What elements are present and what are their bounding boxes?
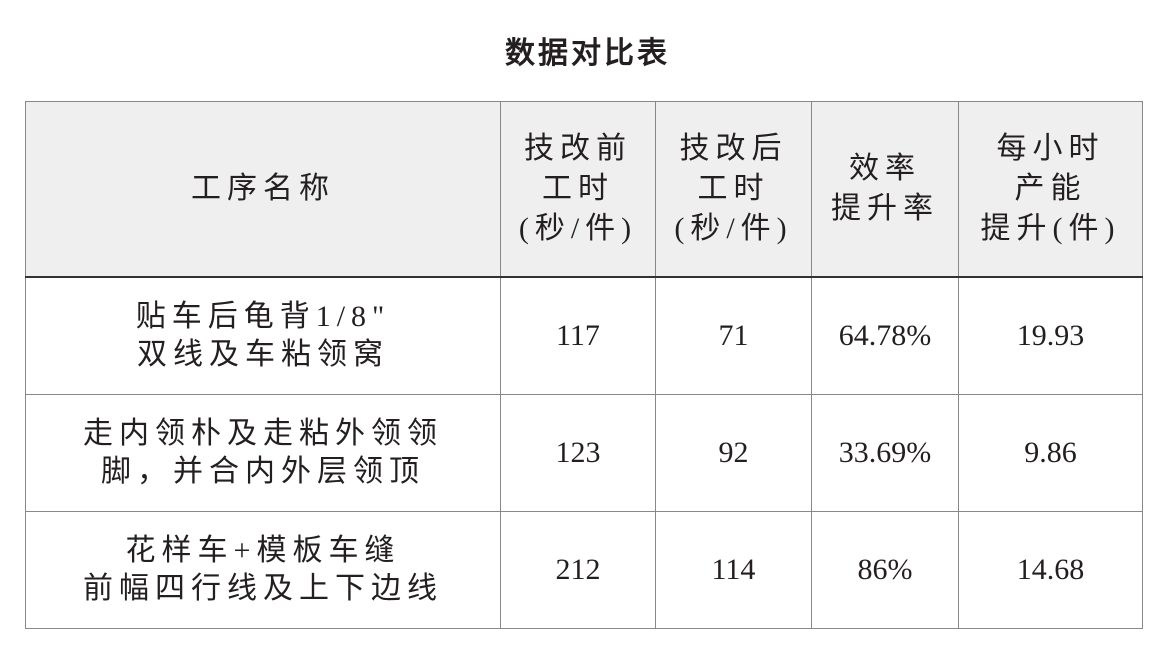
header-line: 技改后 bbox=[679, 132, 788, 165]
header-time-before: 技改前 工时 (秒/件) bbox=[500, 101, 656, 278]
header-row: 工序名称 技改前 工时 (秒/件) 技改后 工时 (秒/件) 效率 提升率 每小… bbox=[25, 101, 1143, 278]
process-name-line: 走内领朴及走粘外领领 bbox=[83, 417, 443, 450]
table-row: 花样车+模板车缝 前幅四行线及上下边线 212 114 86% 14.68 bbox=[25, 511, 1143, 629]
header-efficiency-rate: 效率 提升率 bbox=[811, 101, 959, 278]
efficiency-rate-cell: 64.78% bbox=[811, 276, 959, 395]
header-time-after: 技改后 工时 (秒/件) bbox=[655, 101, 812, 278]
header-line: 产能 bbox=[1014, 172, 1087, 205]
capacity-gain-cell: 14.68 bbox=[958, 511, 1143, 629]
table-title: 数据对比表 bbox=[505, 36, 670, 71]
process-name-cell: 贴车后龟背1/8" 双线及车粘领窝 bbox=[25, 276, 501, 395]
time-after-cell: 114 bbox=[655, 511, 812, 629]
table-row: 贴车后龟背1/8" 双线及车粘领窝 117 71 64.78% 19.93 bbox=[25, 276, 1143, 395]
process-name-line: 贴车后龟背1/8" bbox=[135, 300, 391, 333]
process-name-cell: 走内领朴及走粘外领领 脚，并合内外层领顶 bbox=[25, 394, 501, 512]
efficiency-rate-cell: 86% bbox=[811, 511, 959, 629]
header-line: 工时 bbox=[542, 172, 614, 205]
time-before-cell: 212 bbox=[500, 511, 656, 629]
capacity-gain-cell: 19.93 bbox=[958, 276, 1143, 395]
header-line: 每小时 bbox=[996, 132, 1105, 165]
table-row: 走内领朴及走粘外领领 脚，并合内外层领顶 123 92 33.69% 9.86 bbox=[25, 394, 1143, 512]
header-process-name: 工序名称 bbox=[25, 101, 501, 278]
process-name-line: 脚，并合内外层领顶 bbox=[101, 455, 425, 488]
process-name-line: 前幅四行线及上下边线 bbox=[83, 572, 443, 605]
process-name-line: 花样车+模板车缝 bbox=[125, 534, 401, 567]
header-line: 工时 bbox=[697, 172, 770, 205]
time-before-cell: 123 bbox=[500, 394, 656, 512]
time-after-cell: 92 bbox=[655, 394, 812, 512]
header-line: 技改前 bbox=[524, 132, 632, 165]
header-line: 提升(件) bbox=[980, 212, 1121, 245]
header-line: 提升率 bbox=[831, 192, 939, 225]
process-name-cell: 花样车+模板车缝 前幅四行线及上下边线 bbox=[25, 511, 501, 629]
time-before-cell: 117 bbox=[500, 276, 656, 395]
header-line: 工序名称 bbox=[191, 172, 335, 205]
capacity-gain-cell: 9.86 bbox=[958, 394, 1143, 512]
efficiency-rate-cell: 33.69% bbox=[811, 394, 959, 512]
header-line: (秒/件) bbox=[518, 212, 638, 245]
header-line: (秒/件) bbox=[674, 212, 793, 245]
header-capacity-gain: 每小时 产能 提升(件) bbox=[958, 101, 1143, 278]
comparison-table: 工序名称 技改前 工时 (秒/件) 技改后 工时 (秒/件) 效率 提升率 每小… bbox=[25, 101, 1143, 629]
header-line: 效率 bbox=[849, 152, 921, 185]
process-name-line: 双线及车粘领窝 bbox=[137, 338, 389, 371]
time-after-cell: 71 bbox=[655, 276, 812, 395]
